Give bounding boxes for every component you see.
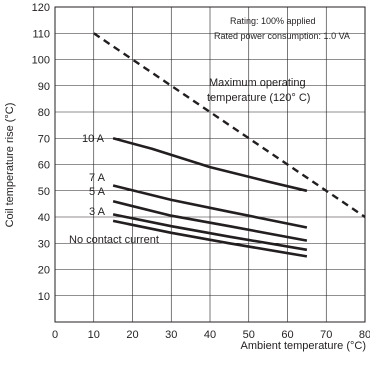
y-tick-label: 100 — [32, 55, 50, 67]
y-axis-title: Coil temperature rise (°C) — [4, 103, 16, 228]
label-7a: 7 A — [89, 172, 106, 184]
y-tick-label: 20 — [38, 265, 50, 277]
x-tick-label: 70 — [320, 329, 332, 341]
grid — [55, 6, 365, 322]
y-tick-label: 70 — [38, 133, 50, 145]
power-note: Rated power consumption: 1.0 VA — [214, 31, 350, 41]
y-tick-label: 50 — [38, 186, 50, 198]
y-tick-label: 120 — [32, 2, 50, 14]
y-tick-label: 60 — [38, 160, 50, 172]
x-tick-label: 20 — [126, 329, 138, 341]
y-tick-label: 110 — [32, 28, 50, 40]
x-tick-label: 10 — [88, 329, 100, 341]
rating-note: Rating: 100% applied — [230, 16, 316, 26]
series-line-1 — [112, 184, 308, 229]
y-tick-label: 30 — [38, 238, 50, 250]
x-tick-label: 40 — [204, 329, 216, 341]
max-temp-annotation-line2: temperature (120° C) — [207, 92, 310, 104]
y-tick-label: 90 — [38, 81, 50, 93]
plot-frame — [54, 6, 366, 323]
x-tick-label: 0 — [52, 329, 58, 341]
y-tick-label: 10 — [38, 291, 50, 303]
tick-labels: 10 20 30 40 50 60 70 80 90 100 110 120 0 10 20 30 40 50 60… — [32, 2, 370, 341]
label-10a: 10 A — [82, 133, 105, 145]
x-tick-label: 80 — [359, 329, 370, 341]
label-5a: 5 A — [89, 186, 106, 198]
x-tick-label: 30 — [165, 329, 177, 341]
max-temp-annotation-line1: Maximum operating — [209, 77, 306, 89]
series-line-2 — [112, 200, 308, 242]
series-line-0 — [112, 137, 308, 193]
label-3a: 3 A — [89, 206, 106, 218]
y-tick-label: 40 — [38, 212, 50, 224]
max-operating-temperature-line — [93, 32, 366, 218]
series-line-4 — [112, 219, 308, 258]
x-tick-label: 60 — [281, 329, 293, 341]
data-lines — [93, 32, 366, 258]
series-line-3 — [112, 213, 308, 252]
y-tick-label: 80 — [38, 107, 50, 119]
label-no-contact-current: No contact current — [69, 234, 159, 246]
x-tick-label: 50 — [243, 329, 255, 341]
x-axis-title: Ambient temperature (°C) — [241, 340, 366, 352]
